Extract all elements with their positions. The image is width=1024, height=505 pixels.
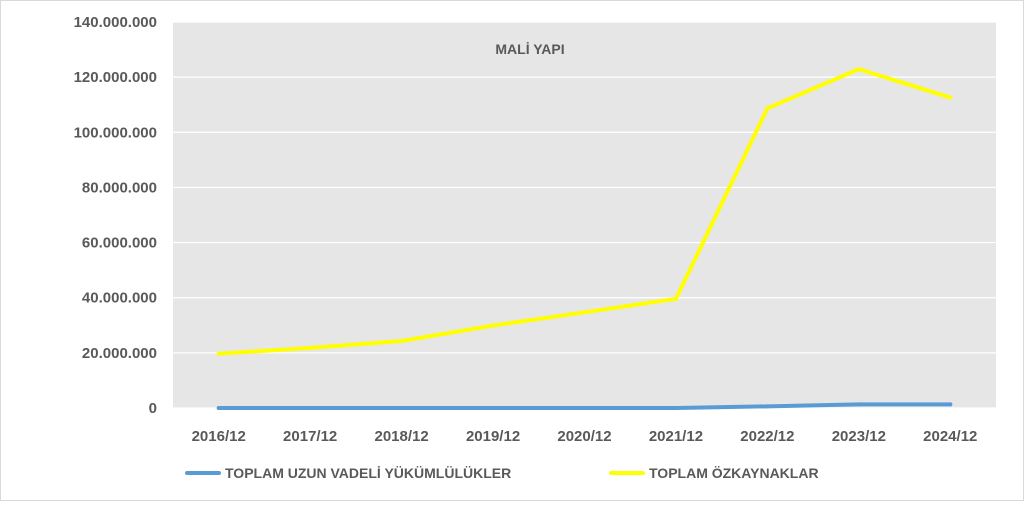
x-tick-label: 2023/12 <box>832 428 886 445</box>
plot-area <box>173 22 996 408</box>
data-point <box>856 67 861 72</box>
data-point <box>582 406 587 410</box>
series-lines <box>216 67 953 410</box>
data-point <box>673 406 678 410</box>
x-tick-label: 2022/12 <box>740 428 794 445</box>
x-tick-label: 2016/12 <box>192 428 246 445</box>
y-tick-label: 120.000.000 <box>74 69 157 86</box>
data-point <box>856 402 861 407</box>
data-point <box>399 406 404 410</box>
y-tick-label: 100.000.000 <box>74 124 157 141</box>
data-point <box>308 345 313 350</box>
data-point <box>948 402 953 407</box>
y-tick-label: 60.000.000 <box>82 235 157 252</box>
legend-label: TOPLAM ÖZKAYNAKLAR <box>649 465 819 481</box>
data-point <box>399 339 404 344</box>
y-tick-label: 80.000.000 <box>82 179 157 196</box>
x-tick-label: 2020/12 <box>557 428 611 445</box>
data-point <box>308 406 313 410</box>
x-tick-label: 2017/12 <box>283 428 337 445</box>
y-tick-label: 140.000.000 <box>74 14 157 31</box>
x-tick-label: 2021/12 <box>649 428 703 445</box>
data-point <box>948 95 953 100</box>
data-point <box>765 106 770 111</box>
x-tick-label: 2019/12 <box>466 428 520 445</box>
x-tick-label: 2018/12 <box>374 428 428 445</box>
data-point <box>582 310 587 315</box>
chart-title: MALİ YAPI <box>495 41 564 57</box>
data-point <box>216 406 221 410</box>
data-point <box>491 323 496 328</box>
x-axis-tick-labels: 2016/12 2017/12 2018/12 2019/12 2020/12 2021/… <box>192 428 978 445</box>
y-axis-tick-labels: 0 20.000.000 40.000.000 60.000.000 80.000.00… <box>74 14 157 417</box>
y-tick-label: 40.000.000 <box>82 290 157 307</box>
data-point <box>491 406 496 410</box>
x-tick-label: 2024/12 <box>923 428 977 445</box>
y-tick-label: 0 <box>149 400 157 417</box>
legend-label: TOPLAM UZUN VADELİ YÜKÜMLÜLÜKLER <box>225 465 511 481</box>
data-point <box>673 296 678 301</box>
data-point <box>765 404 770 409</box>
y-tick-label: 20.000.000 <box>82 345 157 362</box>
legend: TOPLAM UZUN VADELİ YÜKÜMLÜLÜKLER TOPLAM Ö… <box>185 465 819 481</box>
data-point <box>216 351 221 356</box>
